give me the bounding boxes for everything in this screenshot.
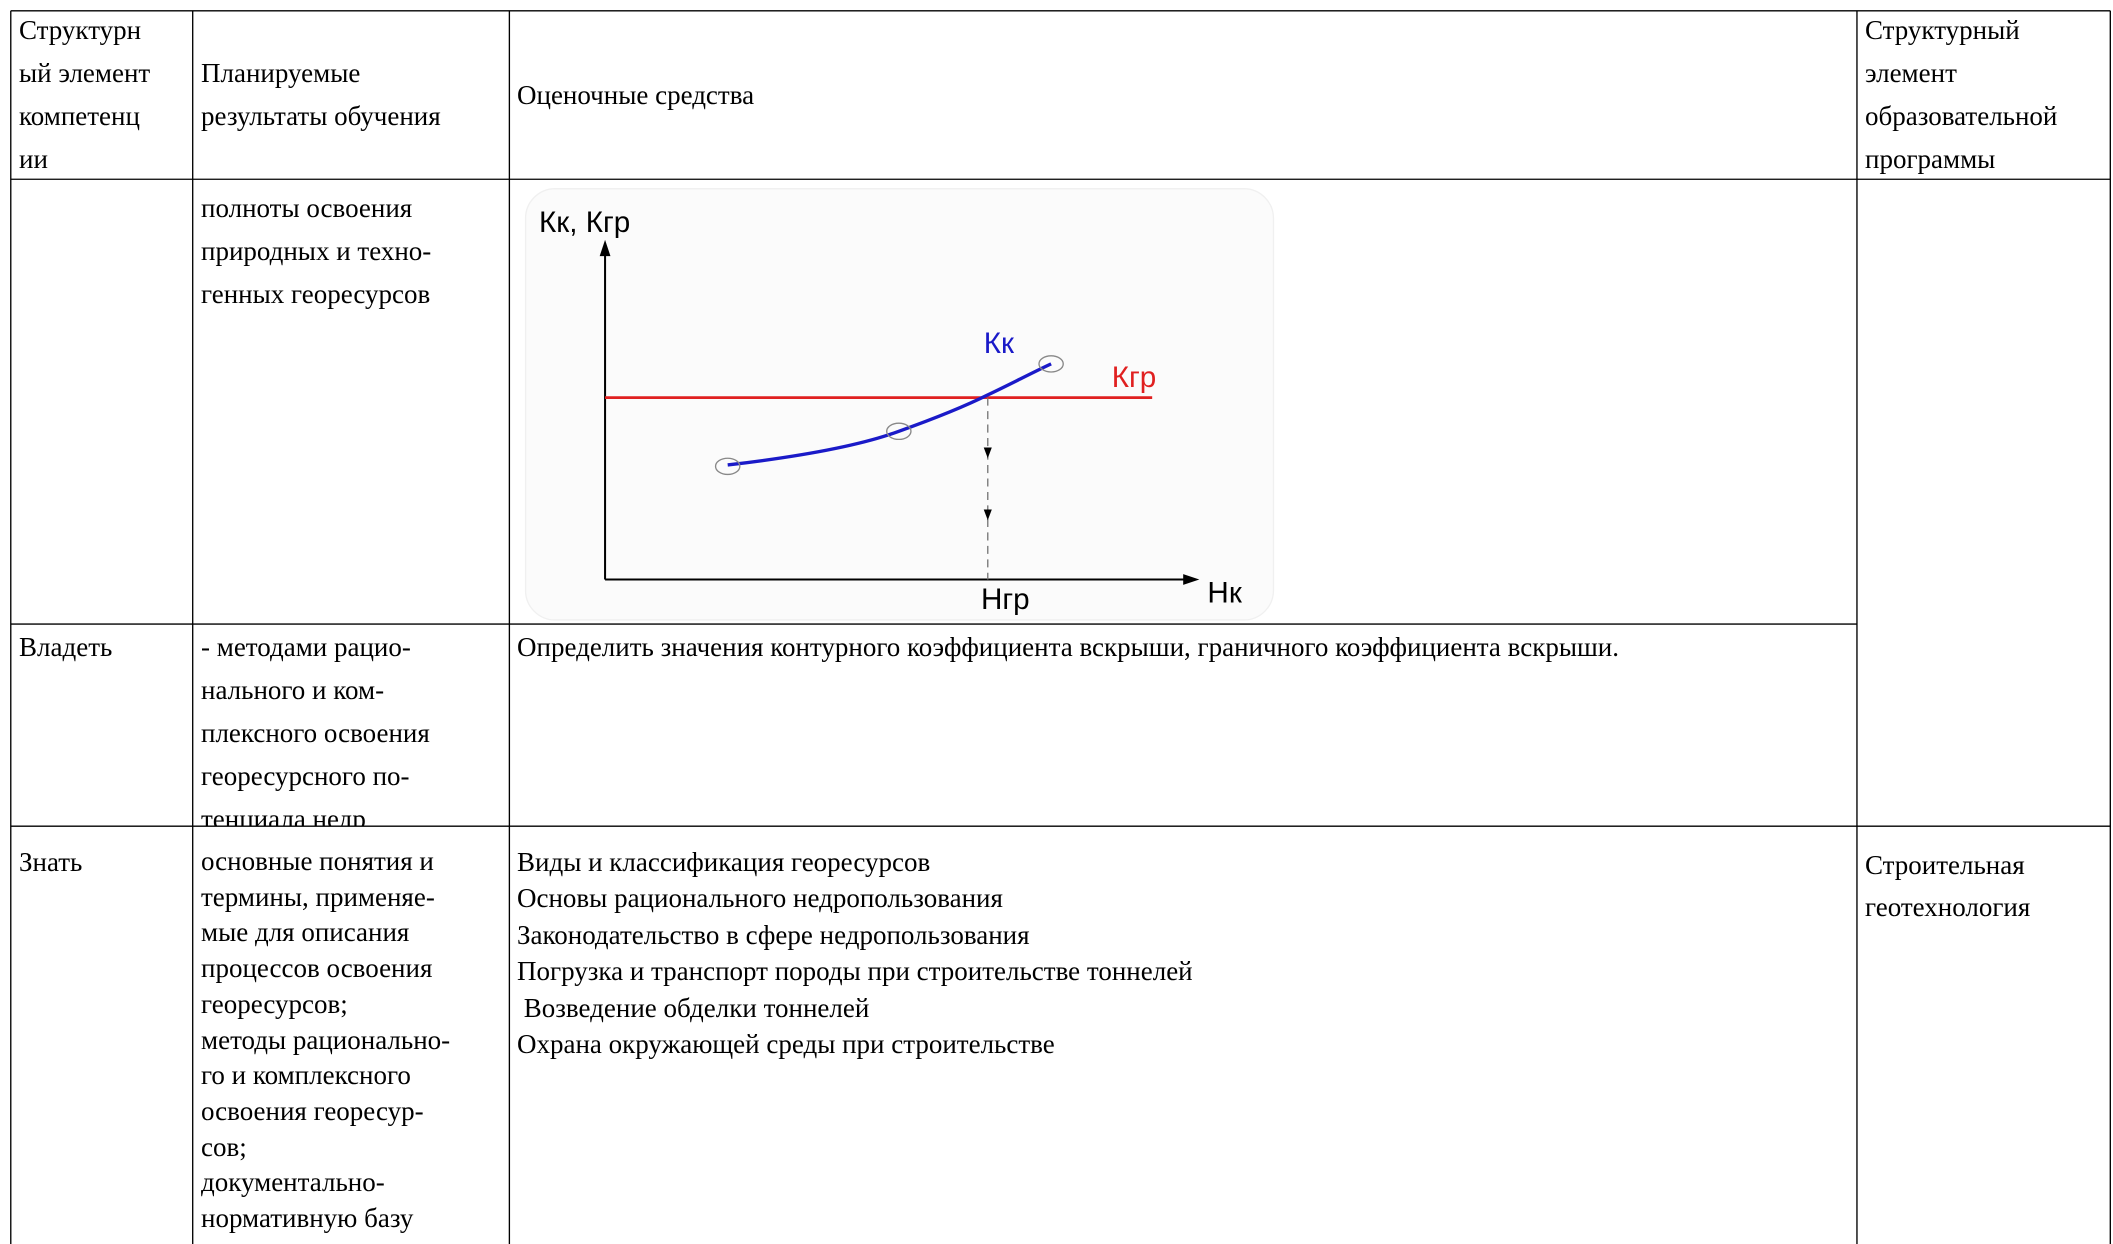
axis-arrow [1183, 574, 1200, 585]
program-cell: Строительная геотехнология [1865, 850, 2031, 922]
results-cell: основные понятия и термины, применяе- мы… [201, 846, 451, 1234]
element-cell: Знать [19, 847, 83, 877]
table-grid [10, 10, 2111, 1244]
header-cell: Оценочные средства [517, 79, 755, 110]
curve-label: Кк [984, 327, 1015, 360]
results-cell: - методами рацио- нального и ком- плексн… [201, 632, 430, 826]
line-label: Кгр [1112, 361, 1157, 394]
diagram-background [524, 188, 1275, 621]
header-cell: Структурный элемент образовательной прог… [1865, 15, 2058, 174]
curve [727, 362, 1052, 467]
y-axis-label: Кк, Кгр [539, 206, 630, 239]
results-cell: полноты освоения природных и техно- генн… [201, 193, 432, 309]
x-axis-label: Нк [1207, 576, 1242, 609]
header-cell: Планируемые результаты обучения [201, 58, 441, 131]
intersection-label: Нгр [981, 583, 1030, 616]
element-cell: Владеть [19, 632, 113, 662]
axis-arrow [599, 239, 611, 257]
point-marker [886, 422, 912, 441]
assessment-cell: Определить значения контурного коэффицие… [517, 632, 1619, 662]
point-marker [714, 457, 741, 476]
diagram: Кк, Кгр Кк Кгр Нгр Нк [524, 188, 1275, 621]
point-marker [1038, 355, 1064, 373]
assessment-cell: Виды и классификация георесурсов Основы … [517, 847, 1193, 1060]
header-cell: Структурн ый элемент компетенц ии [19, 15, 151, 174]
